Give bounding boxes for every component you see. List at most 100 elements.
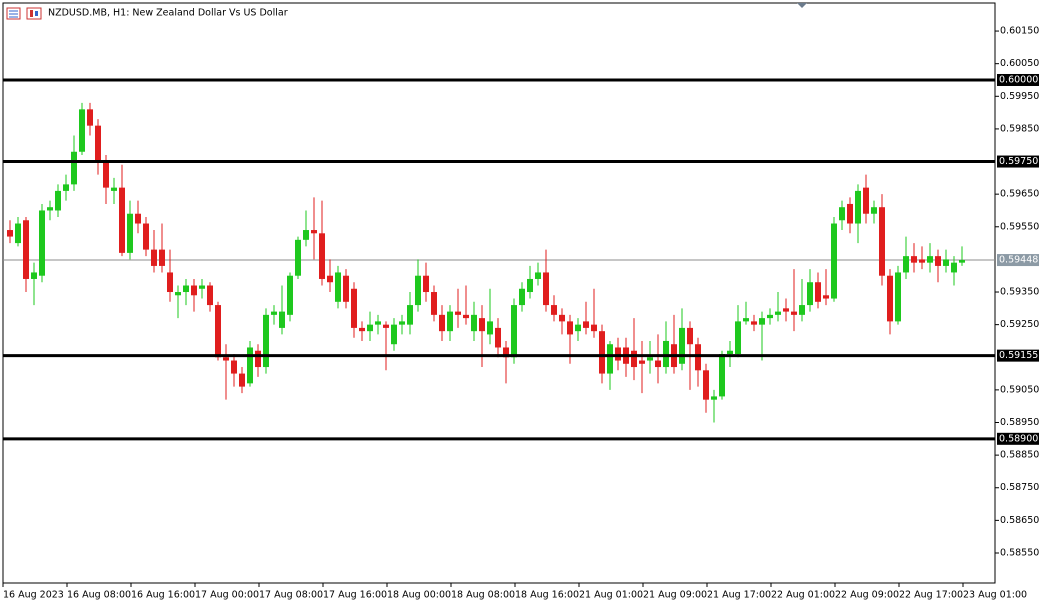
candle-body: [183, 285, 189, 293]
candle-body: [367, 324, 373, 332]
candle-body: [167, 272, 173, 293]
candle-body: [495, 327, 501, 348]
candle-body: [567, 321, 573, 335]
symbol-icons: [6, 7, 42, 20]
candle-body: [335, 272, 341, 302]
candle-body: [343, 275, 349, 302]
candle-body: [191, 285, 197, 296]
candle-body: [799, 305, 805, 315]
candle-body: [863, 187, 869, 214]
candle-body: [447, 311, 453, 332]
candle-body: [455, 311, 461, 315]
icon-bar: [30, 10, 33, 17]
x-tick-label: 16 Aug 16:00: [131, 590, 195, 601]
candle-body: [647, 357, 653, 361]
candle-body: [111, 187, 117, 191]
candle-body: [519, 288, 525, 306]
candle-body: [503, 347, 509, 358]
x-tick-label: 21 Aug 17:00: [707, 590, 771, 601]
x-tick-label: 21 Aug 01:00: [579, 590, 643, 601]
candle-body: [127, 213, 133, 253]
candle-body: [151, 249, 157, 266]
x-tick-label: 22 Aug 09:00: [835, 590, 899, 601]
candle-body: [543, 272, 549, 306]
candle-body: [239, 373, 245, 387]
candle-body: [135, 213, 141, 224]
candle-body: [23, 220, 29, 279]
y-tick-label: 0.58750: [1000, 482, 1039, 493]
candle-body: [415, 275, 421, 306]
candle-body: [551, 305, 557, 315]
candle-body: [55, 190, 61, 211]
x-tick-label: 16 Aug 2023: [3, 590, 64, 601]
candle-body: [607, 344, 613, 374]
candle-body: [759, 318, 765, 325]
candle-body: [319, 233, 325, 279]
candle-body: [311, 230, 317, 234]
x-tick-label: 16 Aug 08:00: [67, 590, 131, 601]
candle-body: [407, 305, 413, 325]
candle-body: [231, 360, 237, 374]
level-box: [997, 73, 1039, 86]
y-tick-label: 0.60050: [1000, 58, 1039, 69]
candle-body: [63, 184, 69, 191]
candle-body: [631, 350, 637, 368]
candle-body: [663, 340, 669, 368]
x-tick-label: 22 Aug 17:00: [899, 590, 963, 601]
level-box: [997, 155, 1039, 168]
candle-body: [727, 350, 733, 355]
y-tick-label: 0.59950: [1000, 91, 1039, 102]
candle-body: [679, 327, 685, 364]
candle-body: [639, 360, 645, 364]
candle-body: [79, 109, 85, 152]
y-tick-label: 0.59550: [1000, 221, 1039, 232]
level-label: 0.59750: [999, 156, 1038, 167]
candle-body: [887, 275, 893, 322]
candle-body: [847, 203, 853, 224]
x-tick-label: 23 Aug 01:00: [963, 590, 1027, 601]
x-tick-label: 21 Aug 09:00: [643, 590, 707, 601]
level-label: 0.59155: [999, 350, 1038, 361]
candle-body: [583, 321, 589, 328]
candle-body: [591, 324, 597, 332]
candle-body: [615, 347, 621, 361]
candle-body: [359, 327, 365, 332]
candle-body: [463, 314, 469, 319]
candle-body: [927, 256, 933, 263]
chart-title: NZDUSD.MB, H1: New Zealand Dollar Vs US …: [48, 8, 288, 19]
candle-body: [247, 347, 253, 384]
candle-body: [303, 230, 309, 240]
candle-body: [39, 210, 45, 276]
level-label: 0.60000: [999, 74, 1038, 85]
x-tick-label: 17 Aug 08:00: [259, 590, 323, 601]
candle-body: [959, 260, 965, 263]
candle-body: [287, 275, 293, 315]
x-tick-label: 17 Aug 00:00: [195, 590, 259, 601]
x-tick-label: 22 Aug 01:00: [771, 590, 835, 601]
y-tick-label: 0.60150: [1000, 26, 1039, 37]
candle-body: [391, 324, 397, 345]
y-tick-label: 0.59650: [1000, 189, 1039, 200]
candle-body: [439, 314, 445, 332]
candle-body: [895, 272, 901, 322]
candle-body: [655, 360, 661, 368]
candle-body: [711, 396, 717, 400]
candle-body: [815, 282, 821, 302]
candle-body: [903, 256, 909, 273]
candle-body: [575, 324, 581, 332]
level-box: [997, 349, 1039, 362]
candle-body: [399, 321, 405, 325]
candle-body: [703, 370, 709, 400]
candle-body: [831, 223, 837, 299]
x-tick-label: 18 Aug 16:00: [515, 590, 579, 601]
candle-body: [911, 256, 917, 263]
candle-body: [871, 207, 877, 214]
candle-body: [143, 223, 149, 250]
candle-body: [87, 109, 93, 126]
candle-body: [511, 305, 517, 358]
candle-body: [15, 223, 21, 244]
candle-body: [295, 239, 301, 276]
y-tick-label: 0.58950: [1000, 417, 1039, 428]
plot-frame: [2, 2, 996, 584]
